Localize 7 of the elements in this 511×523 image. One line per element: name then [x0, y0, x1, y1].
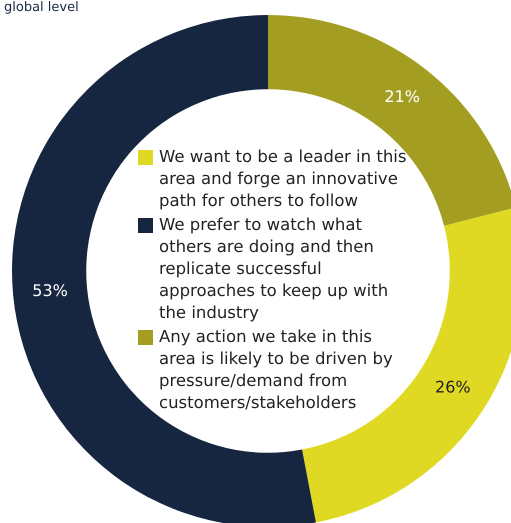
legend-label: Any action we take in this area is likely to be driven by pressure/demand from customers/stakeholders — [159, 326, 394, 414]
data-label: 53% — [32, 280, 68, 300]
chart-title: global level — [4, 0, 79, 15]
legend-label: We want to be a leader in this area and forge an innovative path for others to follow — [159, 146, 408, 212]
data-label: 26% — [435, 377, 471, 396]
data-label: 21% — [384, 87, 420, 106]
legend-label: We prefer to watch what others are doing and then replicate successful approaches to keep up with the industry — [159, 214, 390, 324]
